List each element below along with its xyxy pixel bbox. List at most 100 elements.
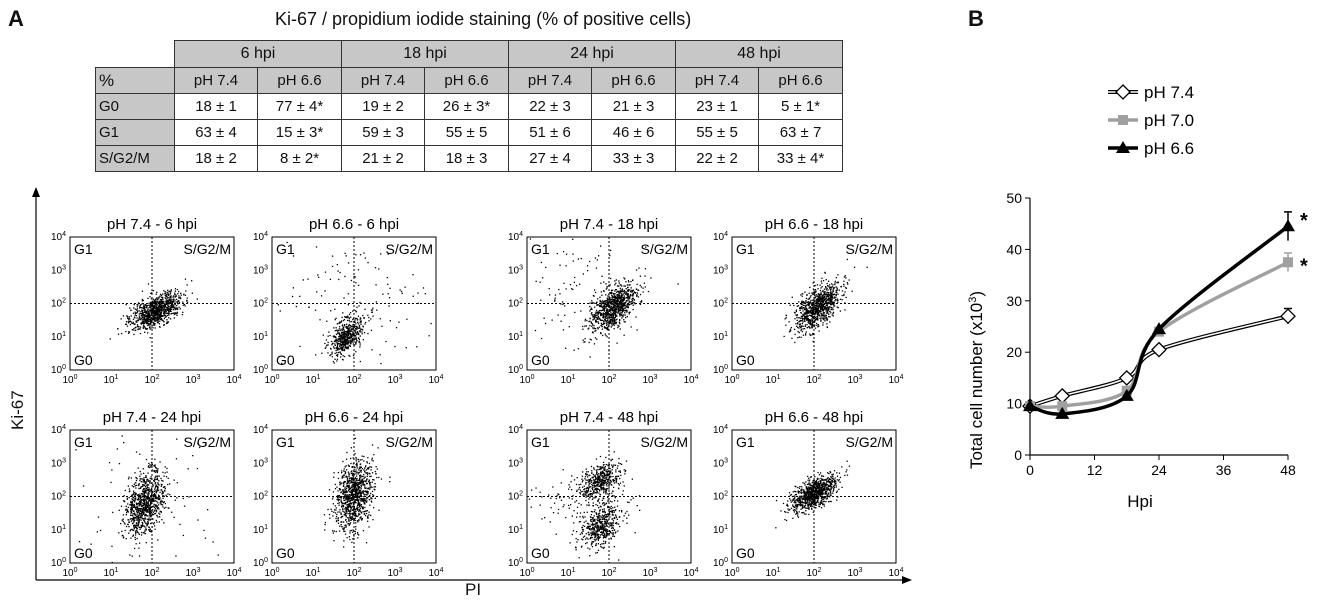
- event-dot: [595, 329, 597, 332]
- event-dot: [810, 320, 812, 322]
- event-dot: [158, 475, 160, 477]
- event-dot: [338, 504, 340, 506]
- event-dot: [352, 505, 354, 507]
- event-dot: [308, 306, 310, 308]
- event-dot: [623, 305, 625, 307]
- event-dot: [147, 324, 149, 327]
- event-dot: [161, 490, 164, 492]
- event-dot: [352, 479, 354, 481]
- event-dot: [368, 316, 370, 319]
- event-dot: [600, 304, 602, 306]
- event-dot: [178, 306, 180, 308]
- event-dot: [554, 299, 556, 301]
- event-dot: [134, 494, 136, 496]
- event-dot: [828, 299, 830, 301]
- event-dot: [148, 492, 150, 494]
- event-dot: [352, 463, 355, 465]
- event-dot: [361, 491, 363, 493]
- event-dot: [345, 506, 347, 509]
- event-dot: [171, 303, 173, 305]
- event-dot: [801, 330, 804, 333]
- event-dot: [156, 318, 159, 320]
- event-dot: [809, 324, 812, 326]
- event-dot: [140, 315, 142, 317]
- event-dot: [197, 443, 199, 445]
- event-dot: [338, 326, 341, 328]
- event-dot: [345, 346, 348, 348]
- event-dot: [609, 306, 611, 308]
- event-dot: [127, 319, 130, 321]
- event-dot: [829, 292, 831, 294]
- y-tick-label: 103: [51, 457, 66, 469]
- event-dot: [833, 293, 835, 295]
- event-dot: [139, 508, 141, 511]
- event-dot: [159, 295, 161, 297]
- event-dot: [130, 503, 133, 505]
- event-dot: [137, 531, 139, 533]
- event-dot: [562, 251, 565, 253]
- event-dot: [169, 299, 171, 301]
- event-dot: [824, 320, 826, 322]
- event-dot: [356, 488, 358, 491]
- event-dot: [315, 246, 318, 248]
- event-dot: [604, 319, 607, 322]
- event-dot: [370, 498, 372, 500]
- event-dot: [156, 469, 158, 471]
- event-dot: [152, 518, 154, 520]
- event-dot: [825, 279, 827, 281]
- event-dot: [134, 499, 136, 501]
- event-dot: [344, 336, 346, 338]
- event-dot: [802, 314, 805, 316]
- event-dot: [798, 321, 801, 323]
- event-dot: [599, 319, 602, 321]
- event-dot: [167, 297, 169, 299]
- event-dot: [630, 293, 632, 296]
- event-dot: [614, 306, 616, 309]
- event-dot: [145, 487, 147, 489]
- event-dot: [151, 487, 153, 490]
- event-dot: [805, 307, 807, 309]
- event-dot: [169, 290, 171, 292]
- event-dot: [794, 341, 796, 344]
- event-dot: [141, 524, 143, 526]
- event-dot: [145, 542, 147, 544]
- event-dot: [368, 462, 371, 465]
- event-dot: [830, 295, 832, 297]
- event-dot: [336, 499, 338, 501]
- ph-subheader: pH 7.4: [174, 67, 258, 94]
- event-dot: [140, 513, 142, 515]
- event-dot: [128, 519, 130, 521]
- event-dot: [632, 304, 634, 306]
- event-dot: [141, 298, 143, 301]
- event-dot: [182, 304, 184, 306]
- event-dot: [164, 316, 166, 318]
- y-tick-label: 101: [51, 524, 66, 536]
- event-dot: [326, 320, 328, 322]
- event-dot: [348, 518, 350, 520]
- event-dot: [162, 309, 164, 311]
- event-dot: [380, 478, 383, 480]
- event-dot: [617, 297, 619, 299]
- event-dot: [820, 298, 822, 300]
- event-dot: [807, 311, 809, 313]
- event-dot: [125, 321, 128, 323]
- event-dot: [348, 330, 351, 332]
- event-dot: [606, 300, 608, 302]
- event-dot: [135, 514, 137, 516]
- event-dot: [338, 499, 341, 501]
- event-dot: [359, 331, 361, 333]
- event-dot: [820, 280, 822, 282]
- event-dot: [327, 335, 329, 337]
- event-dot: [373, 486, 375, 488]
- event-dot: [132, 494, 134, 496]
- event-dot: [614, 302, 617, 304]
- event-dot: [829, 301, 831, 303]
- event-dot: [174, 294, 176, 296]
- event-dot: [341, 358, 344, 360]
- event-dot: [819, 310, 821, 313]
- event-dot: [134, 482, 137, 484]
- event-dot: [162, 320, 164, 322]
- event-dot: [339, 347, 342, 349]
- event-dot: [150, 489, 152, 491]
- event-dot: [614, 319, 616, 321]
